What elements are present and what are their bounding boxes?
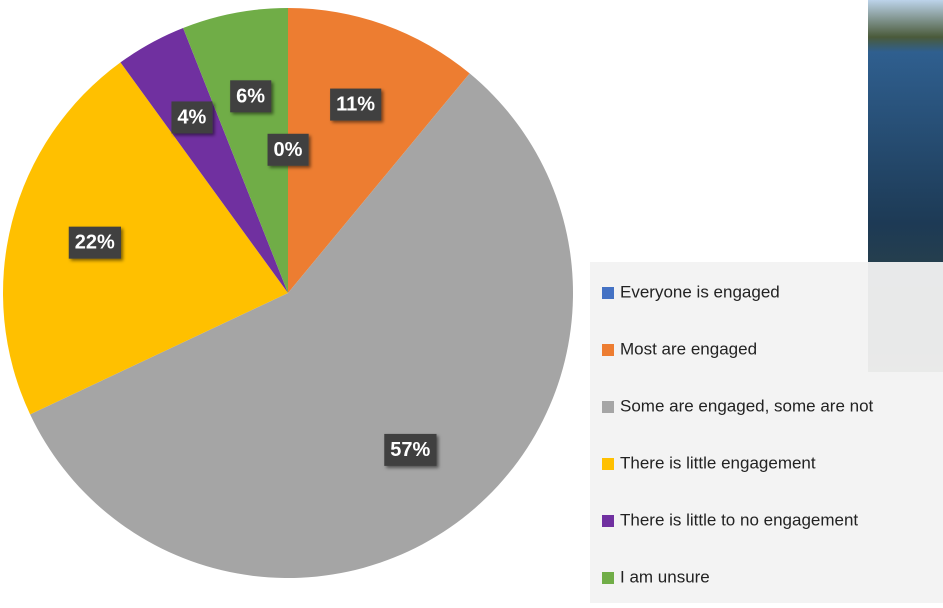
pie-slice [30,73,574,578]
legend-swatch [602,458,614,470]
legend-swatch [602,401,614,413]
data-label-text: 4% [177,106,206,128]
data-label: 0% [267,133,309,166]
legend-swatch [602,515,614,527]
legend-label: I am unsure [620,567,710,586]
pie-slice [120,28,288,293]
data-label-text: 57% [390,439,430,461]
legend-swatch [602,287,614,299]
data-label-text: 11% [336,94,375,116]
data-label-text: 0% [274,139,303,161]
pie-slice [288,8,470,293]
data-label-box [330,88,382,121]
data-label: 11% [330,88,382,121]
data-labels: 0% 11% 57% 22% 4% 6% [68,80,437,466]
legend-label: There is little engagement [620,453,816,472]
legend-box [590,262,943,603]
pie-slice [2,62,288,415]
legend: Everyone is engaged Most are engaged Some … [602,282,874,586]
data-label-box [384,433,437,466]
data-label: 6% [230,80,272,113]
data-label: 22% [68,226,121,259]
data-label-box [267,133,309,166]
legend-swatch [602,344,614,356]
pie-slice [183,8,288,293]
data-label-box [68,226,121,259]
data-label-box [171,101,213,134]
pie [2,8,574,578]
data-label-text: 6% [236,85,265,107]
legend-label: Everyone is engaged [620,282,780,301]
data-label-text: 22% [75,232,115,254]
data-label: 57% [384,433,437,466]
data-label: 4% [171,101,213,134]
legend-label: Most are engaged [620,339,757,358]
legend-label: There is little to no engagement [620,510,858,529]
legend-swatch [602,572,614,584]
data-label-box [230,80,272,113]
legend-label: Some are engaged, some are not [620,396,874,415]
